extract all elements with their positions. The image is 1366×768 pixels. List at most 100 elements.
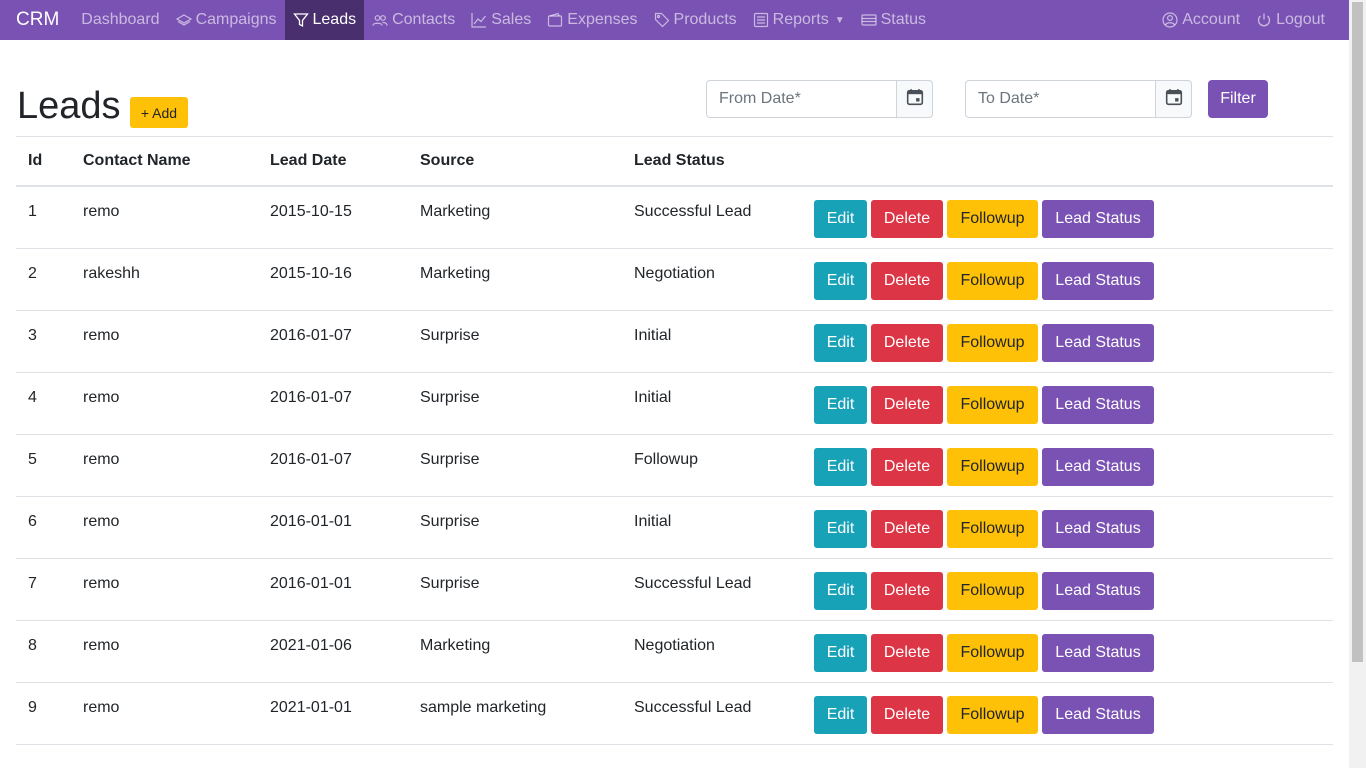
delete-button[interactable]: Delete [871, 633, 943, 672]
delete-button[interactable]: Delete [871, 509, 943, 548]
followup-button[interactable]: Followup [947, 323, 1038, 362]
edit-button[interactable]: Edit [814, 385, 867, 424]
cell-actions: Edit Delete Followup Lead Status [814, 682, 1333, 745]
followup-button[interactable]: Followup [947, 447, 1038, 486]
row-actions: Edit Delete Followup Lead Status [814, 385, 1333, 424]
delete-button[interactable]: Delete [871, 200, 943, 238]
nav-campaigns[interactable]: Campaigns [168, 0, 285, 40]
column-header-contact-name: Contact Name [71, 136, 258, 187]
calendar-icon [1165, 88, 1183, 111]
lead-status-button[interactable]: Lead Status [1042, 385, 1154, 424]
delete-button[interactable]: Delete [871, 571, 943, 610]
from-date-calendar-button[interactable] [896, 80, 933, 118]
followup-button[interactable]: Followup [947, 633, 1038, 672]
followup-button[interactable]: Followup [947, 200, 1038, 238]
followup-button[interactable]: Followup [947, 571, 1038, 610]
nav-expenses[interactable]: Expenses [539, 0, 645, 40]
nav-account[interactable]: Account [1154, 0, 1248, 40]
lead-status-button[interactable]: Lead Status [1042, 323, 1154, 362]
scrollbar-thumb[interactable] [1352, 2, 1363, 662]
cell-lead-status: Initial [622, 372, 814, 435]
table-row: 3 remo 2016-01-07 Surprise Initial Edit … [16, 310, 1333, 373]
edit-button[interactable]: Edit [814, 633, 867, 672]
cell-lead-date: 2016-01-07 [258, 372, 408, 435]
nav-reports-label: Reports [772, 11, 829, 28]
nav-leads[interactable]: Leads [284, 0, 365, 40]
nav-dashboard[interactable]: Dashboard [73, 0, 167, 40]
nav-reports[interactable]: Reports ▼ [745, 0, 853, 40]
cell-actions: Edit Delete Followup Lead Status [814, 310, 1333, 373]
lead-status-button[interactable]: Lead Status [1042, 261, 1154, 300]
lead-status-button[interactable]: Lead Status [1042, 571, 1154, 610]
edit-button[interactable]: Edit [814, 447, 867, 486]
cell-actions: Edit Delete Followup Lead Status [814, 248, 1333, 311]
delete-button[interactable]: Delete [871, 323, 943, 362]
nav-contacts[interactable]: Contacts [364, 0, 463, 40]
lead-status-button[interactable]: Lead Status [1042, 200, 1154, 238]
cell-lead-date: 2016-01-07 [258, 434, 408, 497]
table-header-row: Id Contact Name Lead Date Source Lead St… [16, 136, 1333, 187]
cell-actions: Edit Delete Followup Lead Status [814, 434, 1333, 497]
followup-button[interactable]: Followup [947, 385, 1038, 424]
edit-button[interactable]: Edit [814, 509, 867, 548]
lead-status-button[interactable]: Lead Status [1042, 695, 1154, 734]
edit-button[interactable]: Edit [814, 200, 867, 238]
nav-status[interactable]: Status [853, 0, 934, 40]
delete-button[interactable]: Delete [871, 385, 943, 424]
followup-button[interactable]: Followup [947, 509, 1038, 548]
cell-actions: Edit Delete Followup Lead Status [814, 558, 1333, 621]
cell-contact-name: remo [71, 682, 258, 745]
cell-lead-status: Initial [622, 496, 814, 559]
to-date-input[interactable] [965, 80, 1155, 118]
nav-expenses-label: Expenses [567, 11, 638, 28]
nav-logout[interactable]: Logout [1248, 0, 1333, 40]
nav-account-label: Account [1182, 11, 1241, 28]
delete-button[interactable]: Delete [871, 447, 943, 486]
nav-products[interactable]: Products [646, 0, 745, 40]
cell-contact-name: rakeshh [71, 248, 258, 311]
cell-contact-name: remo [71, 558, 258, 621]
column-header-source: Source [408, 136, 622, 187]
to-date-calendar-button[interactable] [1155, 80, 1192, 118]
add-lead-button[interactable]: + Add [130, 97, 188, 128]
cell-contact-name: remo [71, 186, 258, 249]
nav-sales[interactable]: Sales [463, 0, 539, 40]
table-row: 2 rakeshh 2015-10-16 Marketing Negotiati… [16, 248, 1333, 311]
brand-logo[interactable]: CRM [16, 9, 60, 30]
cell-contact-name: remo [71, 372, 258, 435]
cell-lead-status: Followup [622, 434, 814, 497]
edit-button[interactable]: Edit [814, 695, 867, 734]
nav-dashboard-label: Dashboard [81, 11, 160, 28]
graph-up-icon [471, 12, 487, 28]
page-title: Leads [17, 85, 121, 127]
from-date-input[interactable] [706, 80, 896, 118]
people-icon [372, 12, 388, 28]
nav-contacts-label: Contacts [392, 11, 456, 28]
row-actions: Edit Delete Followup Lead Status [814, 509, 1333, 548]
table-row: 6 remo 2016-01-01 Surprise Initial Edit … [16, 496, 1333, 559]
cell-lead-status: Successful Lead [622, 558, 814, 621]
cell-lead-date: 2015-10-15 [258, 186, 408, 249]
cell-contact-name: remo [71, 496, 258, 559]
edit-button[interactable]: Edit [814, 571, 867, 610]
followup-button[interactable]: Followup [947, 695, 1038, 734]
row-actions: Edit Delete Followup Lead Status [814, 571, 1333, 610]
lead-status-button[interactable]: Lead Status [1042, 509, 1154, 548]
lead-status-button[interactable]: Lead Status [1042, 633, 1154, 672]
cell-lead-date: 2016-01-07 [258, 310, 408, 373]
cell-lead-date: 2015-10-16 [258, 248, 408, 311]
edit-button[interactable]: Edit [814, 323, 867, 362]
followup-button[interactable]: Followup [947, 261, 1038, 300]
table-body: 1 remo 2015-10-15 Marketing Successful L… [16, 186, 1333, 745]
cell-id: 8 [16, 620, 71, 683]
page-scrollbar[interactable] [1349, 0, 1366, 768]
delete-button[interactable]: Delete [871, 261, 943, 300]
filter-button[interactable]: Filter [1208, 80, 1268, 118]
edit-button[interactable]: Edit [814, 261, 867, 300]
cell-lead-status: Negotiation [622, 248, 814, 311]
delete-button[interactable]: Delete [871, 695, 943, 734]
lead-status-button[interactable]: Lead Status [1042, 447, 1154, 486]
cell-id: 5 [16, 434, 71, 497]
calendar-icon [906, 88, 924, 111]
row-actions: Edit Delete Followup Lead Status [814, 323, 1333, 362]
